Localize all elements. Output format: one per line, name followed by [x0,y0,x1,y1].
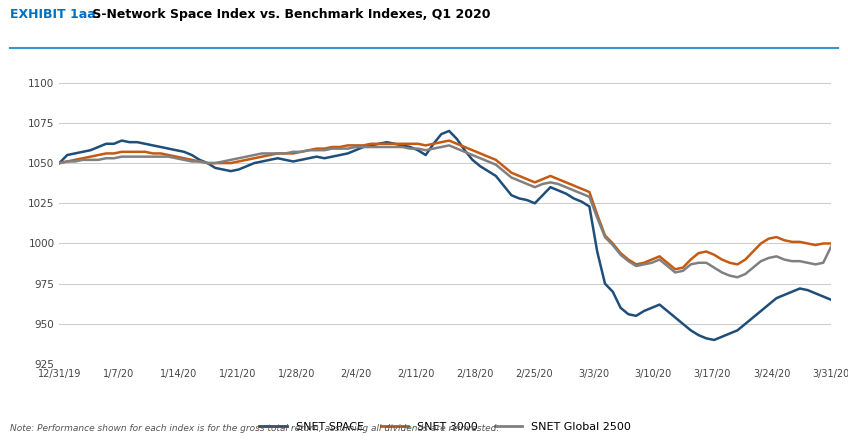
SNET 3000 [779,238,789,243]
SNET Global 2500 [233,155,243,161]
SNET Global 2500 [460,149,470,155]
SNET 3000 [670,266,680,272]
SNET Global 2500 [522,181,533,186]
SNET SPACE [826,297,836,302]
SNET SPACE [54,160,64,166]
SNET SPACE [233,167,243,172]
SNET 3000 [826,241,836,246]
SNET Global 2500 [779,257,789,262]
SNET 3000 [460,144,470,150]
Line: SNET 3000: SNET 3000 [59,141,831,269]
SNET Global 2500 [444,143,455,148]
Line: SNET Global 2500: SNET Global 2500 [59,145,831,277]
Line: SNET SPACE: SNET SPACE [59,131,831,340]
SNET 3000 [444,138,455,143]
SNET Global 2500 [203,160,213,166]
SNET 3000 [203,160,213,166]
SNET 3000 [802,241,812,246]
SNET 3000 [233,159,243,164]
Text: S-Network Space Index vs. Benchmark Indexes, Q1 2020: S-Network Space Index vs. Benchmark Inde… [88,8,491,21]
SNET SPACE [802,287,812,293]
SNET Global 2500 [826,244,836,250]
SNET Global 2500 [733,274,743,280]
SNET SPACE [522,198,533,203]
SNET SPACE [444,128,455,134]
Legend: SNET SPACE, SNET 3000, SNET Global 2500: SNET SPACE, SNET 3000, SNET Global 2500 [254,417,636,436]
SNET 3000 [522,177,533,182]
Text: EXHIBIT 1aa.: EXHIBIT 1aa. [10,8,101,21]
SNET SPACE [709,337,719,343]
SNET SPACE [460,147,470,153]
SNET 3000 [54,160,64,166]
SNET Global 2500 [802,260,812,266]
SNET SPACE [779,292,789,297]
Text: Note: Performance shown for each index is for the gross total return, assuming a: Note: Performance shown for each index i… [10,424,499,433]
SNET SPACE [203,160,213,166]
SNET Global 2500 [54,160,64,166]
